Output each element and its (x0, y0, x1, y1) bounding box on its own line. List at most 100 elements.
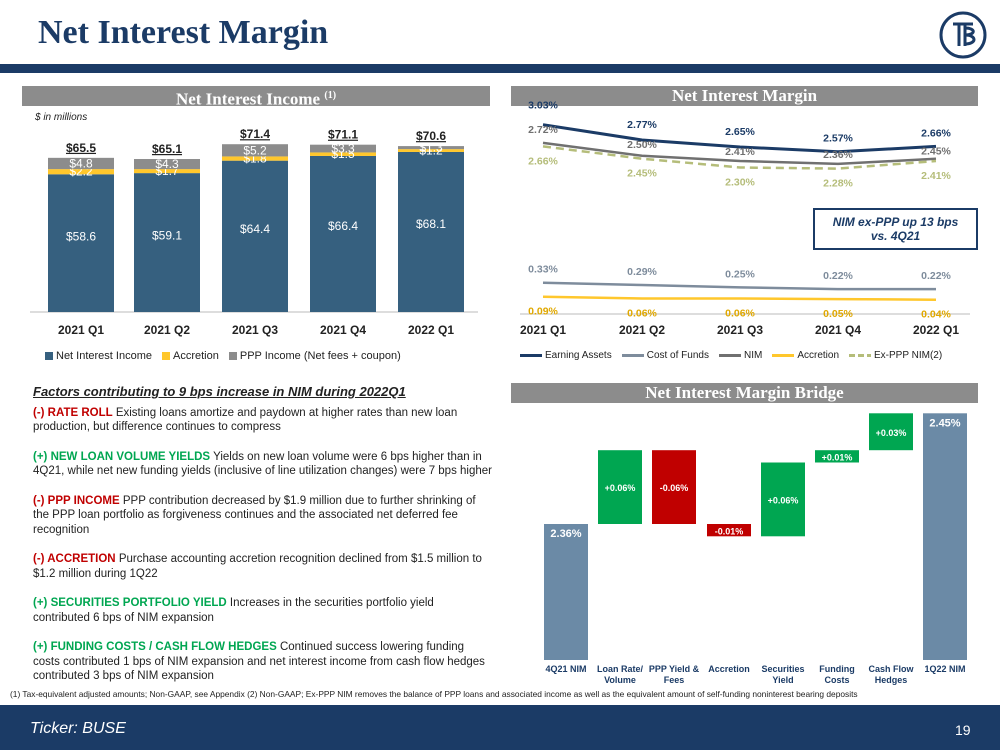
nii-panel-header: Net Interest Income (1) (22, 86, 490, 109)
waterfall-bar (869, 413, 913, 451)
waterfall-bar (652, 450, 696, 524)
bar-1 (134, 169, 200, 174)
bar-label: $64.4 (240, 222, 270, 236)
series-line-4 (542, 145, 937, 170)
x-tick-label: 2022 Q1 (408, 323, 454, 337)
x-tick-label: 2021 Q1 (58, 323, 104, 337)
bar-0 (134, 173, 200, 312)
waterfall-category-label: 4Q21 NIM (545, 664, 586, 674)
data-label: 2.77% (627, 119, 657, 131)
waterfall-bar (815, 450, 859, 463)
waterfall-label: +0.03% (876, 428, 907, 438)
bar-0 (222, 160, 288, 312)
nim-legend: Earning Assets Cost of Funds NIM Accreti… (520, 350, 952, 361)
data-label: 2.28% (823, 178, 853, 190)
factors-heading: Factors contributing to 9 bps increase i… (33, 384, 406, 399)
title-divider (0, 64, 1000, 73)
data-label: 0.09% (528, 306, 558, 318)
nim-panel-header: Net Interest Margin (511, 86, 978, 106)
legend-ppp: PPP Income (Net fees + coupon) (239, 350, 401, 362)
bar-total-label: $70.6 (416, 129, 446, 143)
series-line-2 (542, 141, 937, 166)
data-label: 0.05% (823, 308, 853, 320)
bar-label: $59.1 (152, 229, 182, 243)
bar-label: $68.1 (416, 217, 446, 231)
page-title: Net Interest Margin (38, 14, 329, 51)
x-tick-label: 2021 Q3 (717, 323, 763, 337)
data-label: 0.22% (921, 270, 951, 282)
data-label: 2.41% (725, 146, 755, 158)
x-tick-label: 2021 Q2 (144, 323, 190, 337)
bar-total-label: $65.5 (66, 141, 96, 155)
data-label: 2.30% (725, 176, 755, 188)
legend-accretion-line: Accretion (797, 350, 840, 361)
waterfall-label: +0.06% (768, 495, 799, 505)
legend-exppp: Ex-PPP NIM(2) (874, 350, 943, 361)
bar-0 (398, 151, 464, 312)
footnote: (1) Tax-equivalent adjusted amounts; Non… (10, 689, 858, 699)
bar-label: $5.2 (243, 143, 267, 157)
page-number: 19 (955, 722, 971, 738)
bridge-panel-header: Net Interest Margin Bridge (511, 383, 978, 403)
bar-total-label: $71.1 (328, 128, 358, 142)
data-label: 2.41% (921, 170, 951, 182)
data-label: 3.03% (528, 100, 558, 112)
waterfall-category-label: Securities (761, 664, 804, 674)
waterfall-category-label: Yield (772, 675, 793, 685)
bar-2 (134, 159, 200, 170)
nii-legend: Net Interest Income Accretion PPP Income… (45, 350, 411, 362)
x-tick-label: 2021 Q4 (815, 323, 861, 337)
waterfall-bar (707, 524, 751, 537)
data-label: 0.06% (725, 307, 755, 319)
bar-label: $4.8 (69, 156, 93, 170)
waterfall-bar (598, 450, 642, 524)
data-label: 0.25% (725, 268, 755, 280)
waterfall-bar (544, 524, 588, 660)
data-label: 0.06% (627, 307, 657, 319)
units-label: $ in millions (35, 112, 88, 123)
waterfall-label: -0.01% (715, 526, 744, 536)
data-label: 2.65% (725, 126, 755, 138)
data-label: 2.50% (627, 139, 657, 151)
bar-total-label: $71.4 (240, 127, 270, 141)
factor-item: (-) RATE ROLL Existing loans amortize an… (33, 406, 458, 434)
legend-nim: NIM (743, 350, 763, 361)
series-line-3 (542, 295, 937, 301)
data-label: 2.66% (528, 155, 558, 167)
bar-0 (48, 174, 114, 312)
waterfall-category-label: Loan Rate/ (597, 664, 644, 674)
bar-0 (310, 155, 376, 312)
waterfall-bar (923, 413, 967, 660)
data-label: 2.45% (627, 168, 657, 180)
waterfall-category-label: Hedges (875, 675, 908, 685)
x-tick-label: 2021 Q4 (320, 323, 366, 337)
waterfall-category-label: Volume (604, 675, 636, 685)
factor-item: (+) FUNDING COSTS / CASH FLOW HEDGES Con… (33, 641, 485, 682)
series-line-0 (542, 123, 937, 154)
factors-section: Factors contributing to 9 bps increase i… (33, 384, 493, 699)
footer-bar (0, 705, 1000, 750)
waterfall-category-label: Fees (664, 675, 685, 685)
bar-label: $3.3 (331, 142, 355, 156)
waterfall-category-label: Costs (824, 675, 849, 685)
company-logo-icon (939, 11, 987, 59)
waterfall-category-label: PPP Yield & (649, 664, 700, 674)
factor-item: (+) SECURITIES PORTFOLIO YIELD Increases… (33, 597, 434, 624)
bar-2 (48, 157, 114, 170)
waterfall-label: -0.06% (660, 483, 689, 493)
waterfall-category-label: 1Q22 NIM (924, 664, 965, 674)
data-label: 2.45% (921, 146, 951, 158)
bar-1 (48, 169, 114, 175)
bar-2 (222, 144, 288, 157)
bar-1 (310, 152, 376, 156)
data-label: 0.04% (921, 309, 951, 321)
data-label: 2.66% (921, 127, 951, 139)
x-tick-label: 2021 Q1 (520, 323, 566, 337)
bar-label: $4.3 (155, 157, 179, 171)
waterfall-label: 2.45% (929, 417, 960, 429)
data-label: 2.72% (528, 124, 558, 136)
factor-item: (-) ACCRETION Purchase accounting accret… (33, 553, 482, 580)
legend-cost-of-funds: Cost of Funds (646, 350, 709, 361)
